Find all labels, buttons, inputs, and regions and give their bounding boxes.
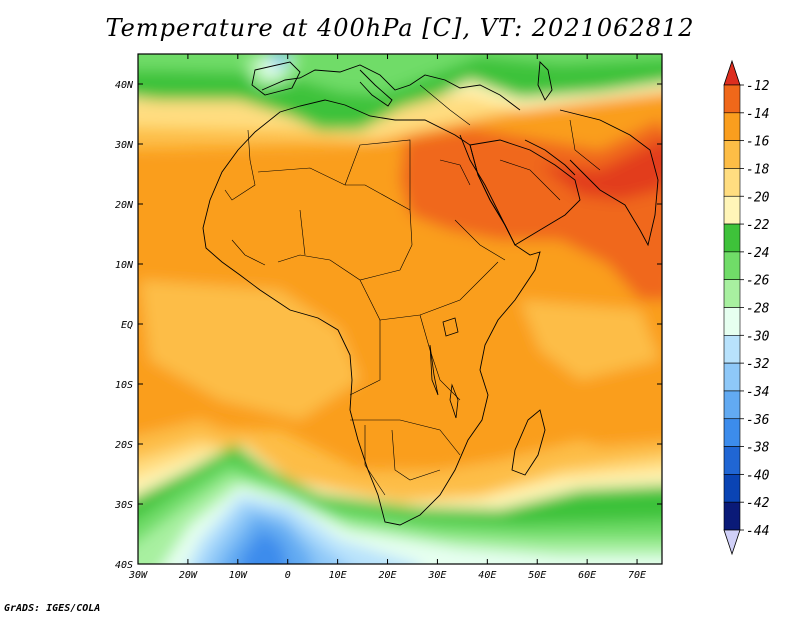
persian-gulf-coastline [524,139,576,176]
madagascar-coastline [511,409,546,476]
lat-tick-label: 20N [115,200,134,211]
colorbar-label: -40 [746,468,770,483]
colorbar-label: -44 [746,524,769,539]
colorbar-segment [723,307,741,336]
lon-tick-label: 30E [427,570,446,581]
lat-tick-label: EQ [121,320,133,331]
grads-credit: GrADS: IGES/COLA [4,603,101,614]
africa-coastline [202,99,541,526]
longitude-axis: 30W 20W 10W 0 10E 20E 30E 40E 50E 60E 70E [128,54,646,581]
colorbar-label: -22 [746,218,770,233]
lat-tick-label: 40N [115,80,134,91]
lat-tick-label: 30N [114,140,134,151]
colorbar-segment [723,335,741,364]
colorbar-segment [723,84,741,114]
colorbar-segment [723,390,741,420]
temperature-field [138,54,662,564]
colorbar-segment [723,195,741,225]
country-borders [224,84,601,496]
colorbar-label: -30 [746,329,770,344]
colorbar-segment [723,474,741,503]
lon-tick-label: 30W [128,570,148,581]
colorbar-label: -42 [746,496,770,511]
lon-tick-label: 40E [478,570,496,581]
latitude-axis: 40S 30S 20S 10S EQ 10N 20N 30N 40N [114,80,662,571]
map-title: Temperature at 400hPa [C], VT: 202106281… [105,14,695,42]
colorbar-bottom-arrow [723,529,741,556]
lon-tick-label: 20E [378,570,396,581]
colorbar-segment [723,168,741,197]
lon-tick-label: 70E [628,570,646,581]
colorbar-label: -32 [746,357,770,372]
colorbar-segment [723,251,741,280]
lon-tick-label: 10E [329,570,347,581]
italy-coastline [359,69,393,107]
iberia-coastline [251,61,301,96]
europe-coastline [261,64,521,111]
map-frame [137,53,663,565]
lat-tick-label: 40S [115,560,133,571]
colorbar-segment [723,223,741,253]
colorbar-segment [723,501,741,531]
lon-tick-label: 50E [528,570,546,581]
colorbar-label: -20 [746,190,770,205]
colorbar-label: -36 [746,413,770,428]
south-asia-coastline [559,109,659,247]
colorbar-label: -16 [746,135,770,150]
colorbar-label: -18 [746,162,770,177]
lat-tick-label: 30S [114,500,133,511]
colorbar-segment [723,362,741,392]
colorbar-top-arrow [723,59,741,86]
lat-tick-label: 10N [115,260,134,271]
colorbar-label: -14 [746,107,769,122]
lon-tick-label: 10W [229,570,248,581]
colorbar-segment [723,112,741,141]
colorbar-label: -34 [746,385,769,400]
colorbar: -12 -14 -16 -18 -20 -22 -24 -26 -28 -30 -32 -34 -36 -… [723,59,770,556]
colorbar-label: -28 [746,302,770,317]
lon-tick-label: 60E [578,570,596,581]
arabia-coastline [469,139,581,246]
colorbar-segment [723,140,741,169]
lon-tick-label: 20W [179,570,198,581]
colorbar-label: -38 [746,441,770,456]
red-sea-coastline [459,134,511,236]
colorbar-label: -12 [746,79,770,94]
colorbar-segment [723,446,741,475]
colorbar-segment [723,418,741,447]
colorbar-segment [723,279,741,308]
caspian-coastline [537,60,553,101]
lat-tick-label: 20S [115,440,133,451]
coastlines [202,60,659,526]
lakes [429,317,459,419]
colorbar-label: -24 [746,246,769,261]
lon-tick-label: 0 [285,570,291,581]
colorbar-label: -26 [746,274,770,289]
lat-tick-label: 10S [115,380,133,391]
